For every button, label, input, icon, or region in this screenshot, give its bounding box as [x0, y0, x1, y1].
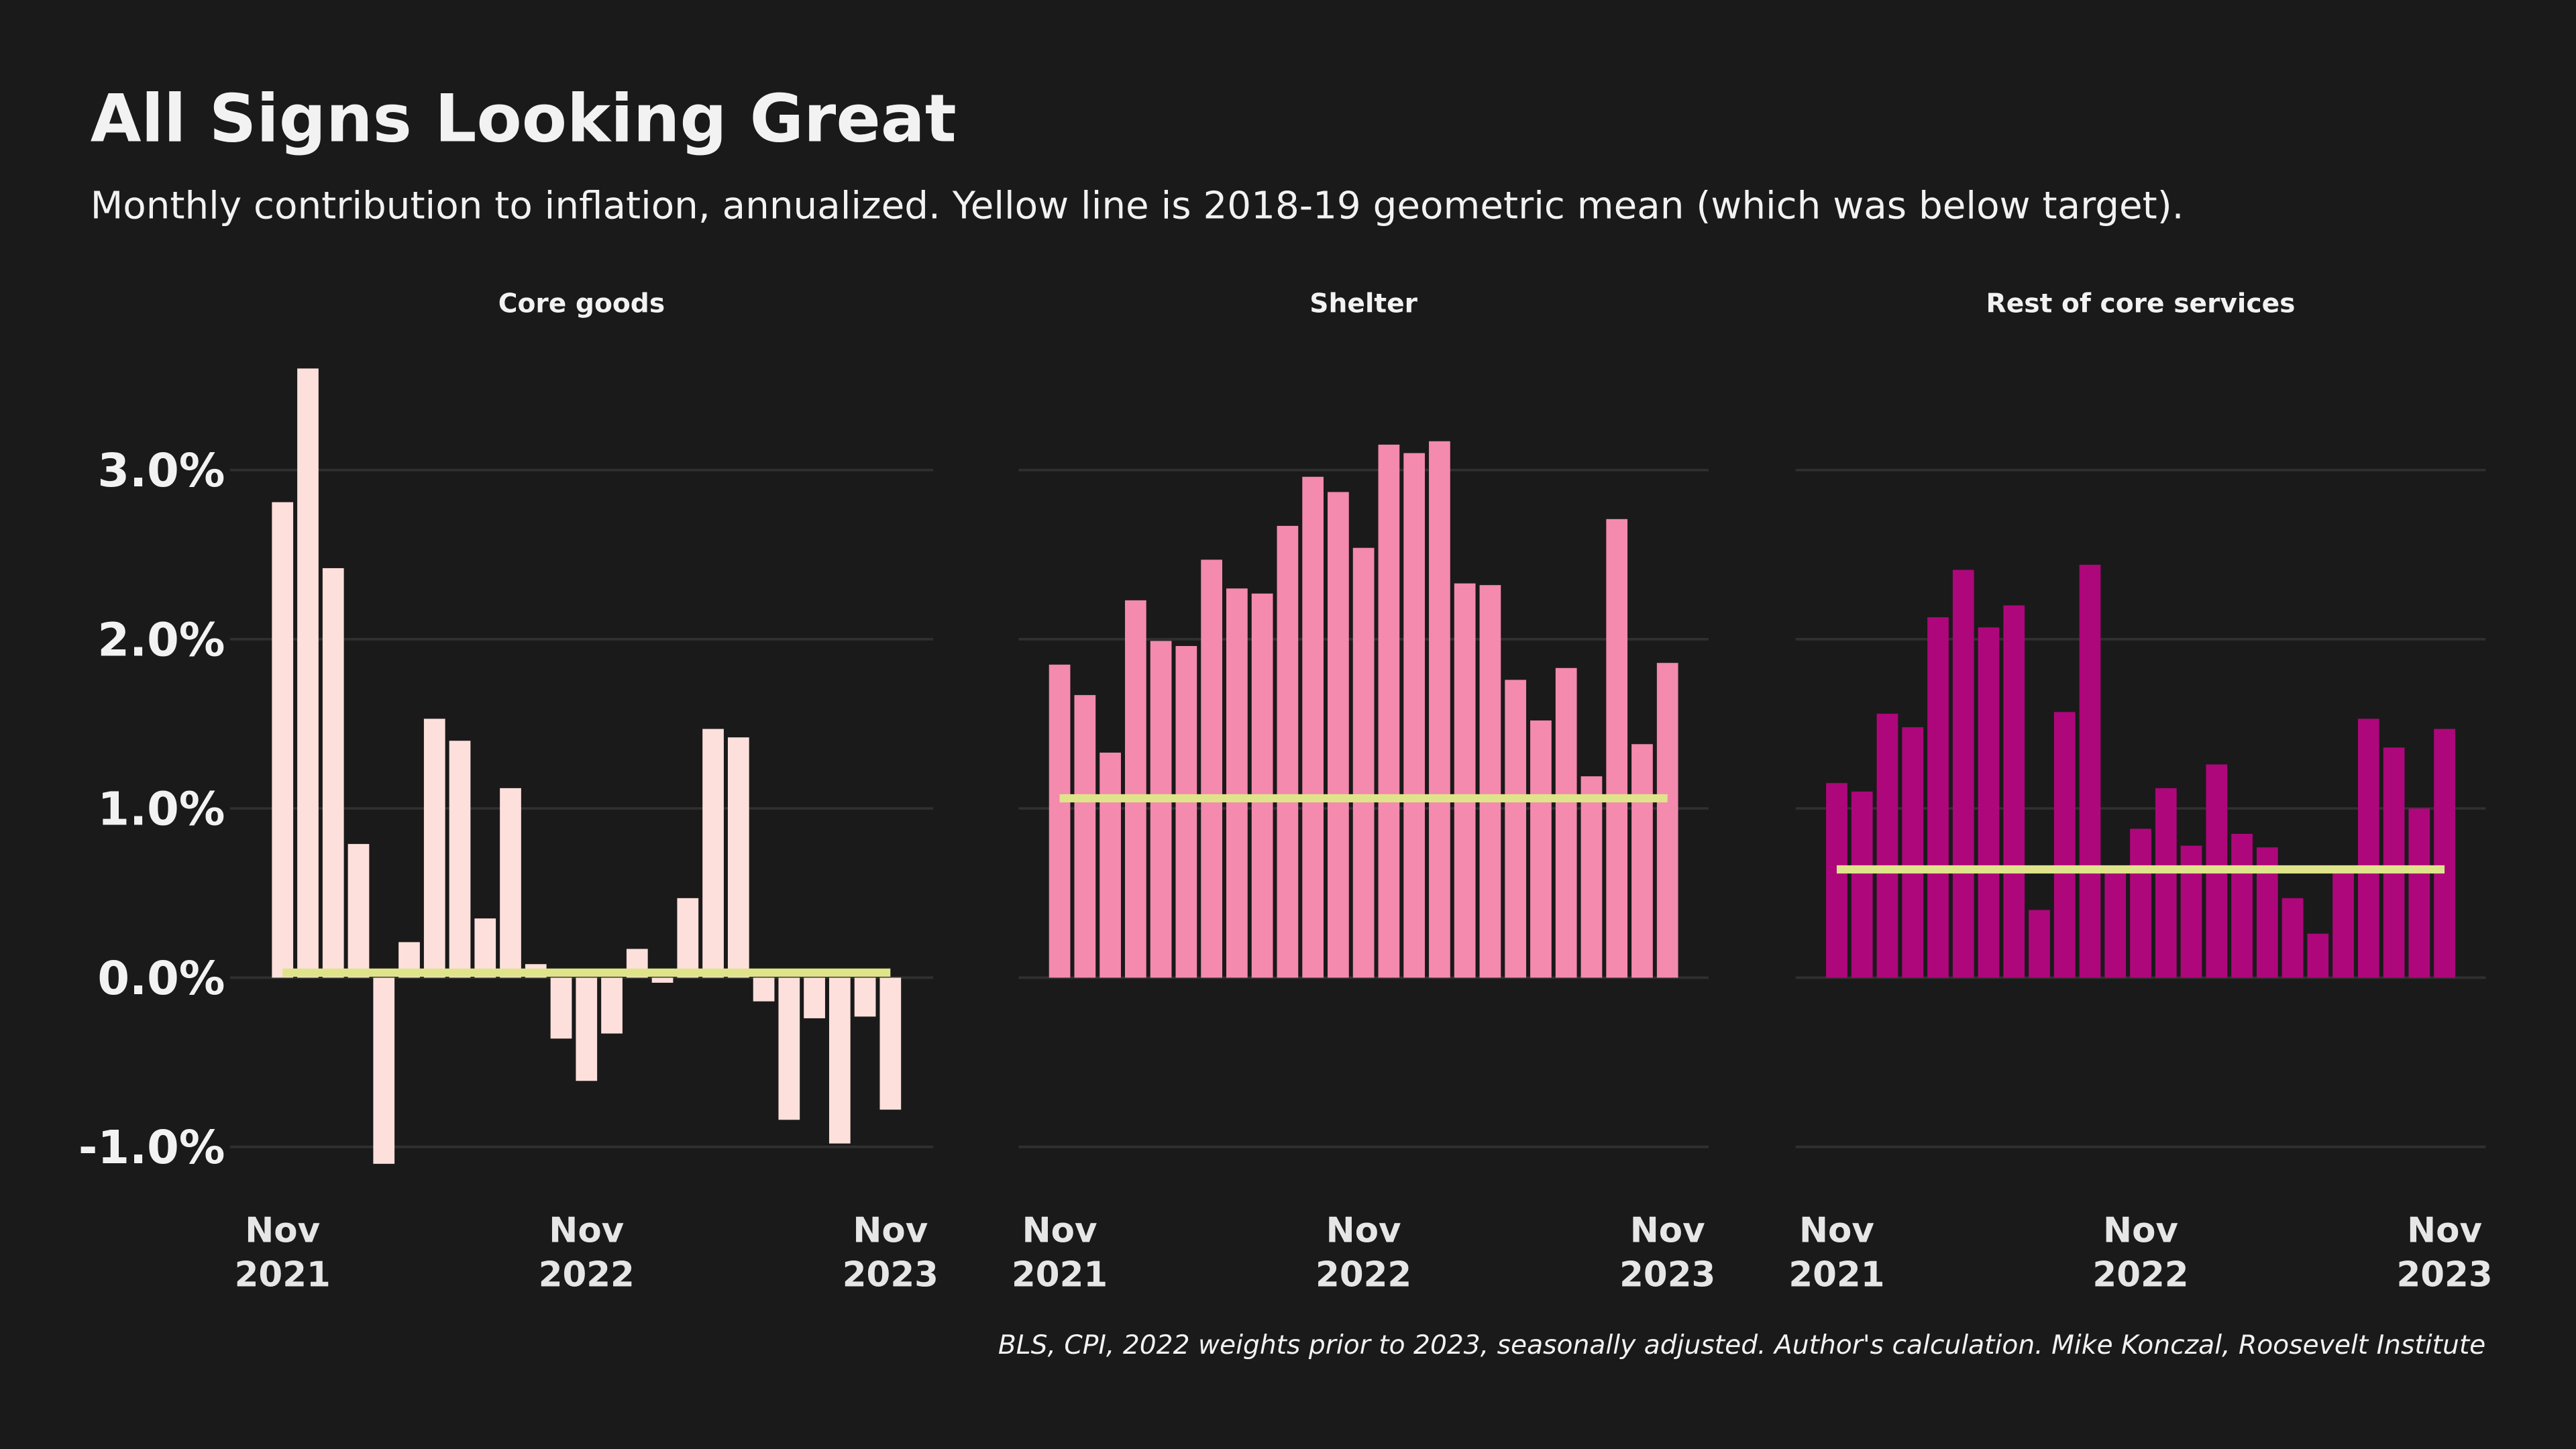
- bar: [2231, 833, 2253, 978]
- bar: [804, 977, 825, 1018]
- bar: [1952, 570, 1974, 978]
- bar: [297, 368, 319, 978]
- bar: [1125, 600, 1146, 978]
- bar: [702, 729, 724, 978]
- bar: [2282, 898, 2304, 978]
- subtitle: Monthly contribution to inflation, annua…: [91, 184, 2184, 228]
- bar: [1175, 645, 1197, 978]
- bar: [1978, 627, 2000, 978]
- bar: [1150, 641, 1172, 978]
- bar: [1902, 727, 1924, 978]
- bar: [474, 918, 496, 978]
- bar: [778, 977, 800, 1120]
- panel-title: Shelter: [1309, 288, 1417, 319]
- bar: [1479, 585, 1501, 978]
- y-tick-label: 3.0%: [97, 444, 225, 498]
- bar: [1074, 695, 1096, 978]
- bar: [2130, 828, 2151, 978]
- bar: [2357, 718, 2379, 978]
- bar: [1851, 791, 1873, 978]
- bar: [1226, 588, 1248, 978]
- bar: [2434, 729, 2455, 978]
- bar: [2003, 605, 2025, 978]
- bar: [1656, 663, 1678, 978]
- bar: [1251, 593, 1273, 978]
- bar: [854, 977, 876, 1017]
- bar: [1454, 583, 1476, 978]
- bar: [1352, 547, 1375, 978]
- bar: [449, 741, 471, 978]
- bar: [1876, 713, 1898, 978]
- title: All Signs Looking Great: [91, 81, 957, 158]
- bar: [2332, 871, 2354, 978]
- x-tick-label: Nov 2022: [1316, 1210, 1412, 1295]
- bar: [1302, 476, 1324, 978]
- bar: [1530, 720, 1552, 978]
- bar: [272, 502, 294, 978]
- bar: [1049, 664, 1071, 978]
- bar: [601, 977, 623, 1034]
- x-tick-label-box: Nov 2021: [1011, 1210, 1108, 1295]
- bar: [2155, 788, 2177, 978]
- bar: [500, 788, 521, 978]
- bar: [373, 977, 395, 1164]
- bar: [2079, 564, 2101, 978]
- bar: [2053, 712, 2076, 978]
- x-tick-label-box: Nov 2022: [2092, 1210, 2189, 1295]
- x-tick-label: Nov 2022: [2092, 1210, 2189, 1295]
- bar: [423, 718, 445, 978]
- x-tick-label: Nov 2023: [1619, 1210, 1716, 1295]
- x-tick-label-box: Nov 2021: [1788, 1210, 1885, 1295]
- bar: [2383, 747, 2405, 978]
- bar: [1328, 492, 1349, 978]
- x-tick-label: Nov 2021: [1788, 1210, 1885, 1295]
- x-tick-label: Nov 2022: [538, 1210, 635, 1295]
- bar: [1403, 453, 1426, 978]
- bar: [753, 977, 775, 1002]
- bar: [1606, 519, 1628, 978]
- bar: [1555, 667, 1577, 978]
- x-tick-label-box: Nov 2022: [1316, 1210, 1412, 1295]
- bar: [651, 977, 674, 983]
- y-tick-label: 0.0%: [97, 952, 225, 1006]
- bar: [879, 977, 902, 1110]
- bar: [1378, 444, 1400, 978]
- source: BLS, CPI, 2022 weights prior to 2023, se…: [998, 1330, 2485, 1360]
- bar: [727, 737, 749, 978]
- bar: [1201, 559, 1222, 978]
- bar: [1429, 441, 1450, 978]
- bar: [1631, 744, 1653, 978]
- x-tick-label-box: Nov 2021: [234, 1210, 331, 1295]
- bar: [2029, 910, 2050, 978]
- x-tick-label: Nov 2021: [1011, 1210, 1108, 1295]
- x-tick-label-box: Nov 2023: [1619, 1210, 1716, 1295]
- bar: [347, 844, 370, 978]
- y-tick-label: 1.0%: [97, 783, 225, 837]
- x-tick-label: Nov 2023: [842, 1210, 938, 1295]
- bar: [322, 568, 344, 978]
- x-tick-label: Nov 2023: [2396, 1210, 2493, 1295]
- bar: [2307, 933, 2329, 978]
- bar: [2104, 869, 2127, 978]
- bar: [1277, 525, 1299, 978]
- x-tick-label-box: Nov 2023: [842, 1210, 938, 1295]
- x-tick-label-box: Nov 2022: [538, 1210, 635, 1295]
- bar: [1927, 617, 1949, 978]
- bar: [677, 898, 699, 978]
- bar: [1505, 680, 1527, 978]
- bar: [576, 977, 598, 1081]
- bar: [1580, 776, 1603, 978]
- bar: [550, 977, 572, 1039]
- bar: [1826, 783, 1847, 978]
- bar: [2408, 808, 2430, 978]
- panel-title: Core goods: [498, 288, 665, 319]
- bar: [1099, 752, 1121, 978]
- panel-title: Rest of core services: [1986, 288, 2296, 319]
- bar: [828, 977, 851, 1144]
- x-tick-label: Nov 2021: [234, 1210, 331, 1295]
- x-tick-label-box: Nov 2023: [2396, 1210, 2493, 1295]
- y-tick-label: 2.0%: [97, 613, 225, 667]
- y-tick-label: -1.0%: [78, 1121, 225, 1175]
